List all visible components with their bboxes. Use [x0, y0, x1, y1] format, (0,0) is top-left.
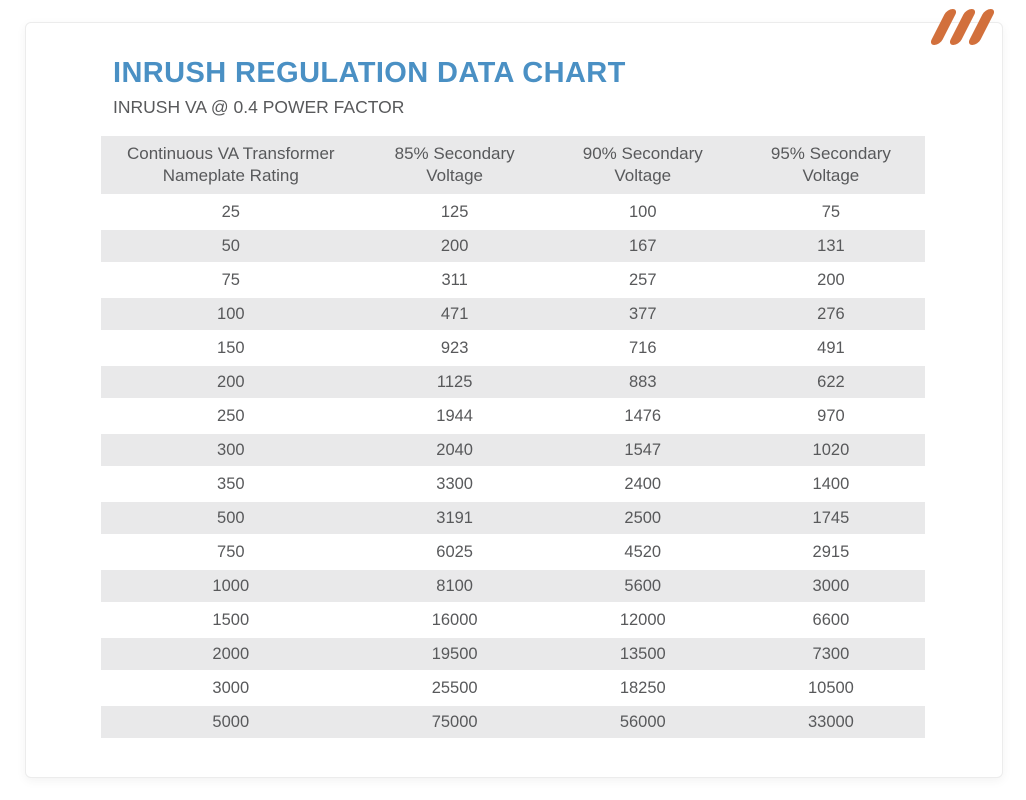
table-cell: 7300	[812, 644, 850, 663]
table-cell: 311	[441, 270, 468, 289]
table-row: 350 3300 2400 1400	[101, 468, 925, 500]
header-cell-3: 95% Secondary Voltage	[770, 143, 891, 185]
table-cell: 2400	[624, 474, 662, 493]
table-cell: 6600	[812, 610, 850, 629]
table-row: 50 200 167 131	[101, 230, 925, 262]
table-cell: 3300	[436, 474, 473, 493]
table-row: 150 923 716 491	[101, 332, 925, 364]
table-cell: 883	[629, 372, 657, 391]
table-cell: 150	[217, 338, 245, 357]
table-cell: 13500	[619, 644, 666, 663]
inrush-regulation-table: Continuous VA Transformer Nameplate Rati…	[101, 134, 925, 740]
table-row: 1500 16000 12000 6600	[101, 604, 925, 636]
table-cell: 1944	[436, 406, 473, 425]
table-cell: 16000	[431, 610, 478, 629]
table-cell: 75	[821, 202, 841, 221]
table-row: 300 2040 1547 1020	[101, 434, 925, 466]
table-cell: 200	[817, 270, 845, 289]
table-header: Continuous VA Transformer Nameplate Rati…	[101, 136, 925, 194]
page-subtitle: INRUSH VA @ 0.4 POWER FACTOR	[113, 97, 405, 117]
table-cell: 18250	[619, 678, 666, 697]
table-cell: 6025	[436, 542, 473, 561]
table-cell: 2000	[212, 644, 250, 663]
table-cell: 12000	[619, 610, 666, 629]
table-cell: 100	[217, 304, 245, 323]
table-cell: 622	[817, 372, 845, 391]
chart-card: INRUSH REGULATION DATA CHART INRUSH VA @…	[25, 22, 1003, 778]
table-cell: 1000	[212, 576, 250, 595]
table-cell: 377	[629, 304, 657, 323]
table-cell: 167	[629, 236, 657, 255]
triple-slash-logo-icon	[928, 6, 997, 48]
table-cell: 750	[217, 542, 245, 561]
table-row: 75 311 257 200	[101, 264, 925, 296]
header-cell-0: Continuous VA Transformer Nameplate Rati…	[127, 143, 335, 185]
table-cell: 2915	[812, 542, 850, 561]
table-cell: 33000	[807, 712, 854, 731]
table-cell: 25	[221, 202, 240, 221]
table-cell: 75	[221, 270, 240, 289]
table-cell: 4520	[624, 542, 662, 561]
table-cell: 257	[629, 270, 657, 289]
table-cell: 500	[217, 508, 245, 527]
table-cell: 250	[217, 406, 245, 425]
table-cell: 50	[221, 236, 240, 255]
table-row: 1000 8100 5600 3000	[101, 570, 925, 602]
table-cell: 2500	[624, 508, 662, 527]
table-cell: 5000	[212, 712, 250, 731]
card-content: INRUSH REGULATION DATA CHART INRUSH VA @…	[26, 23, 1002, 740]
table-cell: 716	[629, 338, 657, 357]
table-header-row: Continuous VA Transformer Nameplate Rati…	[101, 136, 925, 194]
table-cell: 131	[817, 236, 845, 255]
table-row: 25 125 100 75	[101, 196, 925, 228]
table-cell: 1400	[812, 474, 850, 493]
table-cell: 10500	[807, 678, 854, 697]
table-cell: 56000	[619, 712, 666, 731]
table-cell: 1125	[436, 372, 473, 391]
table-cell: 200	[217, 372, 245, 391]
table-body: 25 125 100 75 50 200 167 131 75 311 257 200 100 471 37…	[101, 196, 925, 738]
table-cell: 1745	[812, 508, 850, 527]
table-cell: 2040	[436, 440, 473, 459]
table-cell: 1476	[624, 406, 662, 425]
header-cell-1: 85% Secondary Voltage	[394, 143, 515, 185]
table-cell: 3000	[812, 576, 850, 595]
table-cell: 19500	[431, 644, 478, 663]
table-row: 250 1944 1476 970	[101, 400, 925, 432]
table-cell: 125	[440, 202, 469, 221]
table-cell: 5600	[624, 576, 662, 595]
table-cell: 100	[629, 202, 657, 221]
table-cell: 1500	[212, 610, 250, 629]
table-row: 5000 75000 56000 33000	[101, 706, 925, 738]
table-cell: 350	[217, 474, 245, 493]
header-cell-2: 90% Secondary Voltage	[582, 143, 703, 185]
table-row: 500 3191 2500 1745	[101, 502, 925, 534]
table-cell: 471	[440, 304, 469, 323]
table-row: 750 6025 4520 2915	[101, 536, 925, 568]
table-row: 2000 19500 13500 7300	[101, 638, 925, 670]
table-cell: 25500	[431, 678, 478, 697]
page-title: INRUSH REGULATION DATA CHART	[113, 57, 626, 89]
table-cell: 75000	[431, 712, 478, 731]
table-row: 200 1125 883 622	[101, 366, 925, 398]
table-cell: 276	[817, 304, 845, 323]
table-row: 3000 25500 18250 10500	[101, 672, 925, 704]
table-cell: 970	[817, 406, 845, 425]
table-row: 100 471 377 276	[101, 298, 925, 330]
table-cell: 923	[440, 338, 469, 357]
table-cell: 1020	[812, 440, 850, 459]
table-cell: 300	[217, 440, 245, 459]
table-cell: 491	[817, 338, 845, 357]
table-cell: 3191	[436, 508, 473, 527]
table-cell: 3000	[212, 678, 250, 697]
table-cell: 1547	[624, 440, 662, 459]
table-cell: 200	[440, 236, 469, 255]
table-cell: 8100	[436, 576, 473, 595]
